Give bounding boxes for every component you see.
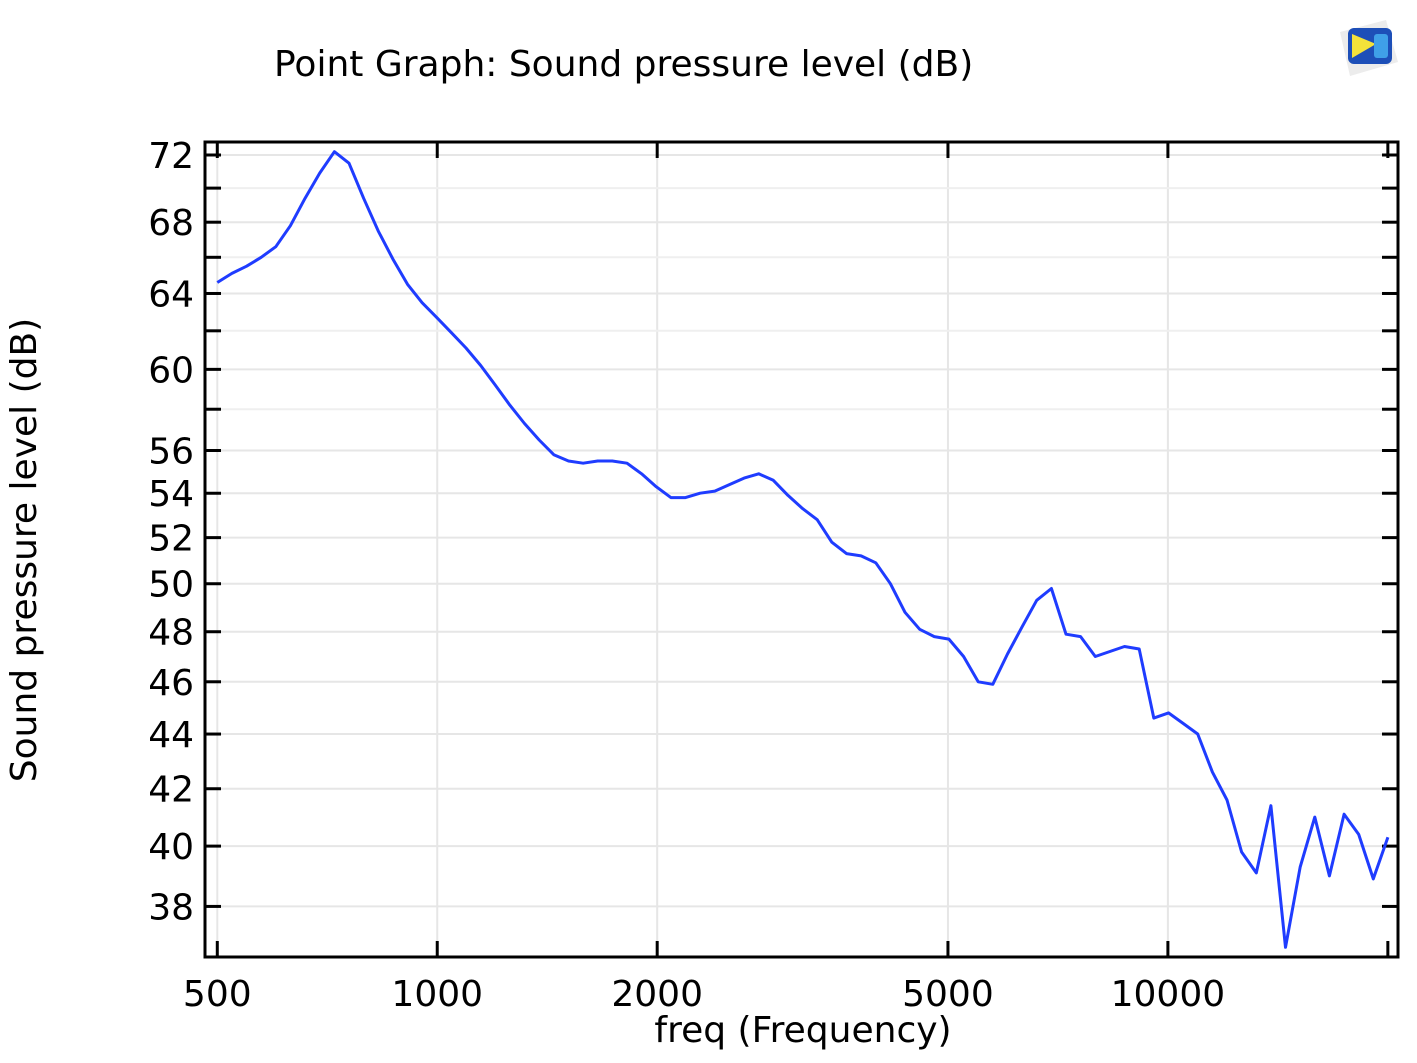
x-tick-labels: 500 1000 2000 5000 10000 (183, 974, 1225, 1015)
x-tick-label: 2000 (611, 974, 703, 1015)
plot-frame (203, 140, 1400, 959)
comsol-logo-icon (1340, 20, 1398, 76)
y-tick-label: 48 (148, 613, 194, 654)
series-line (216, 150, 1390, 949)
axis-ticks (205, 142, 1398, 957)
y-tick-label: 38 (148, 887, 194, 928)
y-tick-label: 46 (148, 663, 194, 704)
y-tick-label: 44 (148, 715, 194, 756)
y-tick-label: 42 (148, 770, 194, 811)
y-axis-label: Sound pressure level (dB) (4, 318, 45, 782)
y-tick-label: 50 (148, 565, 194, 606)
grid-lines (205, 142, 1398, 957)
y-tick-label: 60 (148, 350, 194, 391)
y-tick-label: 68 (148, 203, 194, 244)
x-tick-label: 10000 (1111, 974, 1226, 1015)
y-tick-label: 40 (148, 827, 194, 868)
y-tick-label: 52 (148, 519, 194, 560)
x-tick-label: 5000 (902, 974, 994, 1015)
y-tick-label: 54 (148, 474, 194, 515)
chart-title: Point Graph: Sound pressure level (dB) (274, 44, 973, 85)
y-tick-label: 56 (148, 431, 194, 472)
y-tick-label: 64 (148, 274, 194, 315)
x-tick-label: 500 (183, 974, 252, 1015)
x-axis-label: freq (Frequency) (654, 1010, 951, 1051)
y-tick-label: 72 (148, 136, 194, 177)
x-tick-label: 1000 (391, 974, 483, 1015)
